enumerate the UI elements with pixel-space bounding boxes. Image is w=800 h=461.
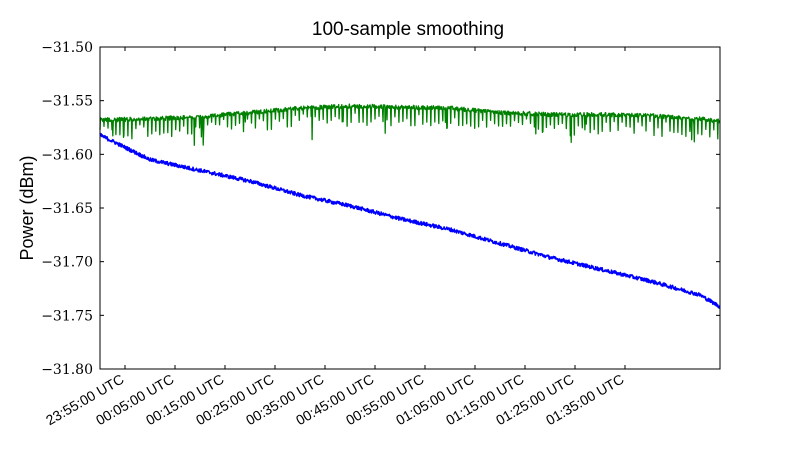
y-tick-label: −31.80 bbox=[41, 362, 93, 378]
series-line-2 bbox=[99, 132, 721, 309]
y-tick-label: −31.70 bbox=[41, 255, 93, 271]
y-tick-label: −31.75 bbox=[41, 308, 93, 324]
y-axis-label: Power (dBm) bbox=[17, 155, 37, 260]
plot-frame bbox=[99, 46, 721, 370]
y-tick-label: −31.55 bbox=[41, 94, 93, 110]
series-line-1 bbox=[99, 103, 721, 146]
y-tick-label: −31.65 bbox=[41, 201, 93, 217]
chart-title: 100-sample smoothing bbox=[312, 19, 504, 40]
y-tick-label: −31.60 bbox=[41, 147, 93, 163]
y-tick-label: −31.50 bbox=[41, 40, 93, 56]
